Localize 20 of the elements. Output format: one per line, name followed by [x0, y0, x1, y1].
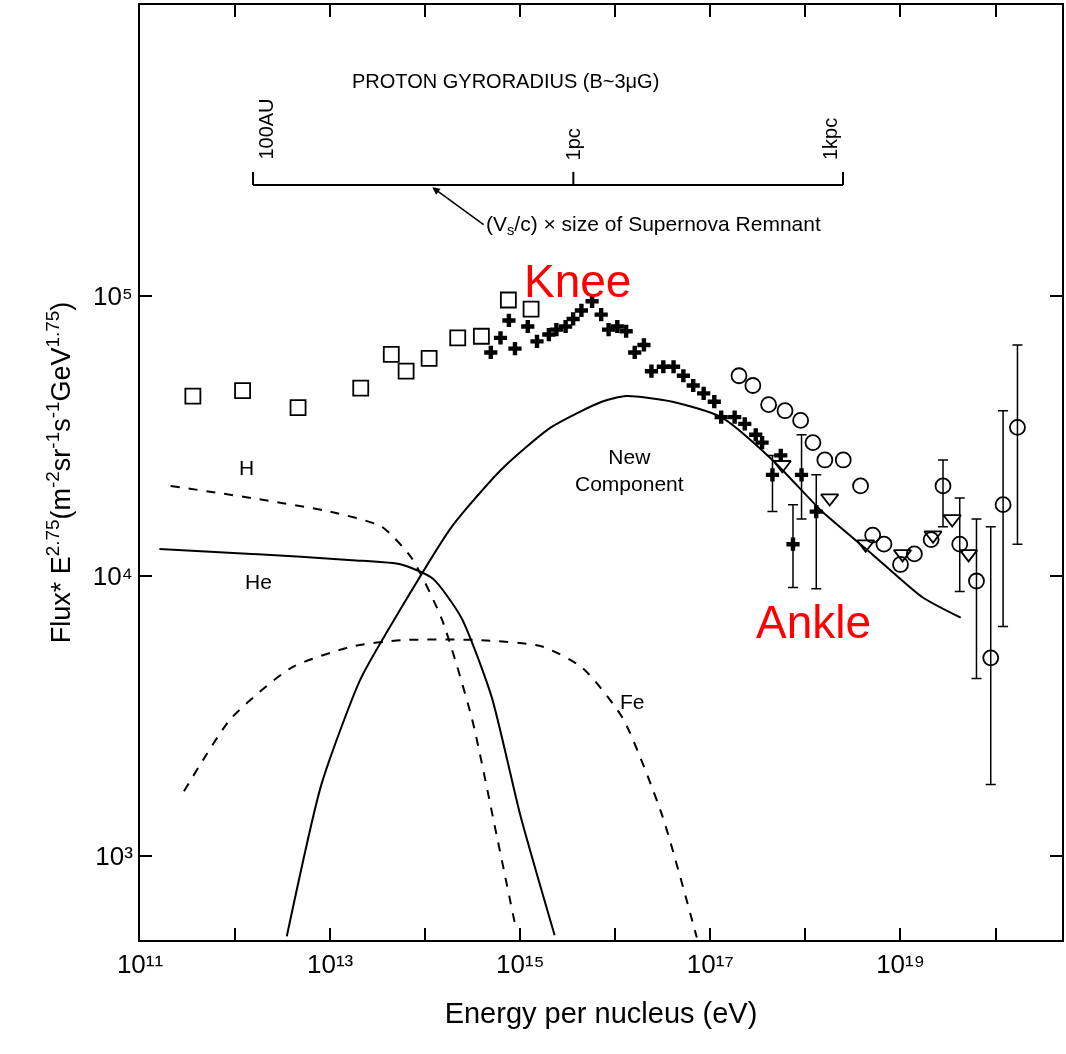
annotation: PROTON GYRORADIUS (B~3μG): [352, 70, 660, 92]
annotation: He: [245, 570, 272, 593]
x-tick-label: 10¹⁹: [876, 949, 925, 980]
annotation: 1kpc: [818, 117, 841, 161]
annotation: 1pc: [562, 128, 585, 161]
x-tick-label: 10¹⁵: [496, 949, 545, 980]
y-tick-label: 10⁵: [93, 281, 133, 312]
annotation: (V$_{s}$/c) × size of Supernova Remnant: [486, 212, 821, 239]
x-tick-label: 10¹³: [306, 949, 354, 980]
x-axis-title: Energy per nucleus (eV): [444, 996, 758, 1029]
x-tick-label: 10¹¹: [116, 949, 164, 980]
y-tick-label: 10⁴: [92, 561, 133, 592]
annotation: Ankle: [756, 596, 872, 648]
x-tick-label: 10¹⁷: [686, 949, 734, 980]
annotation: Fe: [620, 690, 645, 713]
y-tick-label: 10³: [95, 840, 134, 871]
annotation: Knee: [524, 255, 632, 307]
annotation: New Component: [575, 445, 684, 496]
annotation: 100AU: [255, 98, 278, 160]
annotation: H: [239, 456, 255, 479]
